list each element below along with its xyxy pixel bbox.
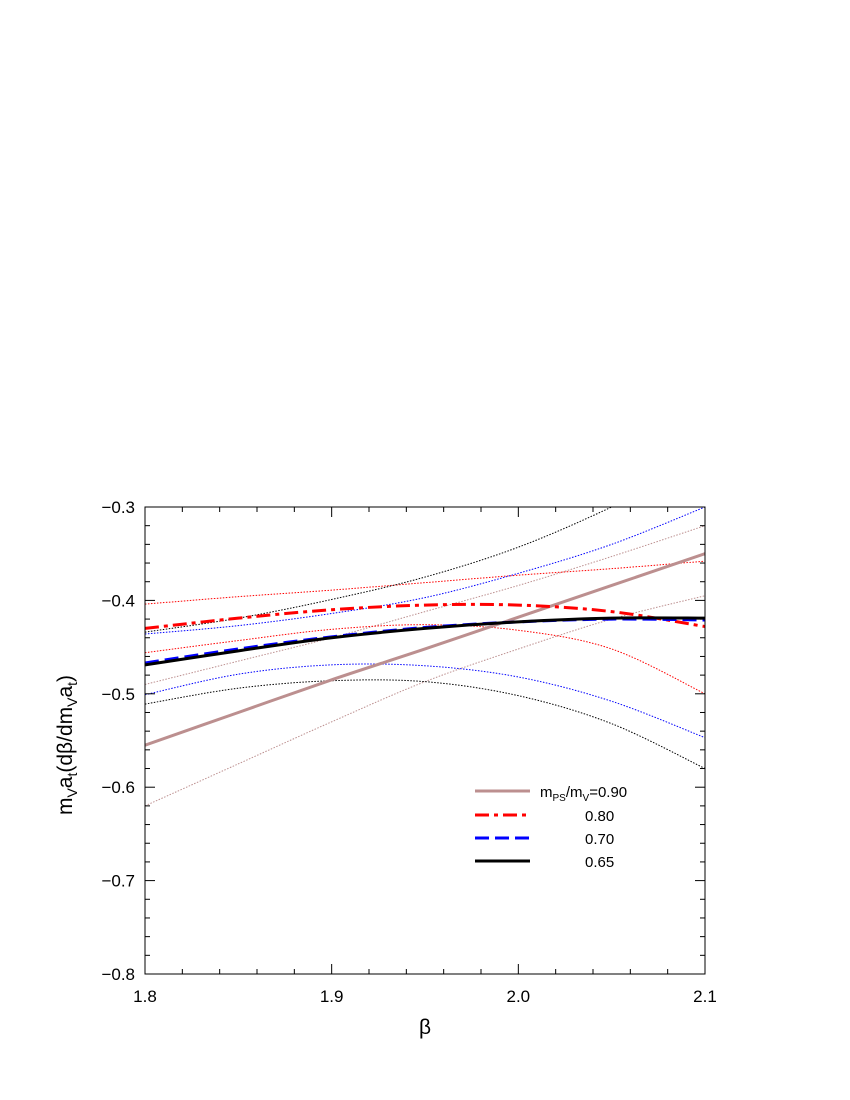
error-bands	[145, 507, 705, 807]
x-tick-label: 2.1	[693, 987, 717, 1006]
x-axis-title: β	[419, 1016, 431, 1039]
y-tick-label: −0.3	[101, 498, 135, 517]
series-1-band-upper	[145, 560, 705, 605]
y-axis-label: mVat(dβ/dmVat)	[54, 675, 80, 815]
legend: mPS/mV=0.90 0.80 0.70 0.65	[475, 784, 627, 871]
y-axis-title: mVat(dβ/dmVat)	[54, 675, 80, 815]
y-tick-labels: −0.8 −0.7 −0.6 −0.5 −0.4 −0.3	[101, 498, 135, 984]
series-1-band-lower	[145, 624, 705, 695]
legend-label-2: 0.70	[585, 831, 614, 848]
series-1-line	[145, 602, 705, 630]
x-axis-label: β	[419, 1016, 431, 1039]
x-tick-label: 2.0	[507, 987, 531, 1006]
plot-frame	[144, 506, 706, 975]
series-2-line	[145, 617, 705, 665]
legend-label-1: 0.80	[585, 808, 614, 825]
series-lines	[145, 552, 705, 747]
y-tick-label: −0.5	[101, 685, 135, 704]
y-tick-label: −0.7	[101, 872, 135, 891]
y-tick-label: −0.8	[101, 965, 135, 984]
axis-ticks	[144, 506, 706, 975]
series-2-band-lower	[145, 663, 705, 739]
series-0-band-lower	[145, 595, 705, 807]
legend-label-0: mPS/mV=0.90	[540, 784, 627, 804]
x-tick-labels: 1.8 1.9 2.0 2.1	[133, 987, 717, 1006]
series-3-band-lower	[145, 679, 705, 769]
legend-label-3: 0.65	[585, 854, 614, 871]
series-2-band-upper	[145, 507, 705, 635]
series-0-line	[145, 552, 705, 747]
series-3-line	[145, 616, 705, 667]
y-tick-label: −0.6	[101, 778, 135, 797]
x-tick-label: 1.9	[320, 987, 344, 1006]
y-tick-label: −0.4	[101, 591, 135, 610]
x-tick-label: 1.8	[133, 987, 157, 1006]
series-0-band-upper	[145, 525, 705, 685]
